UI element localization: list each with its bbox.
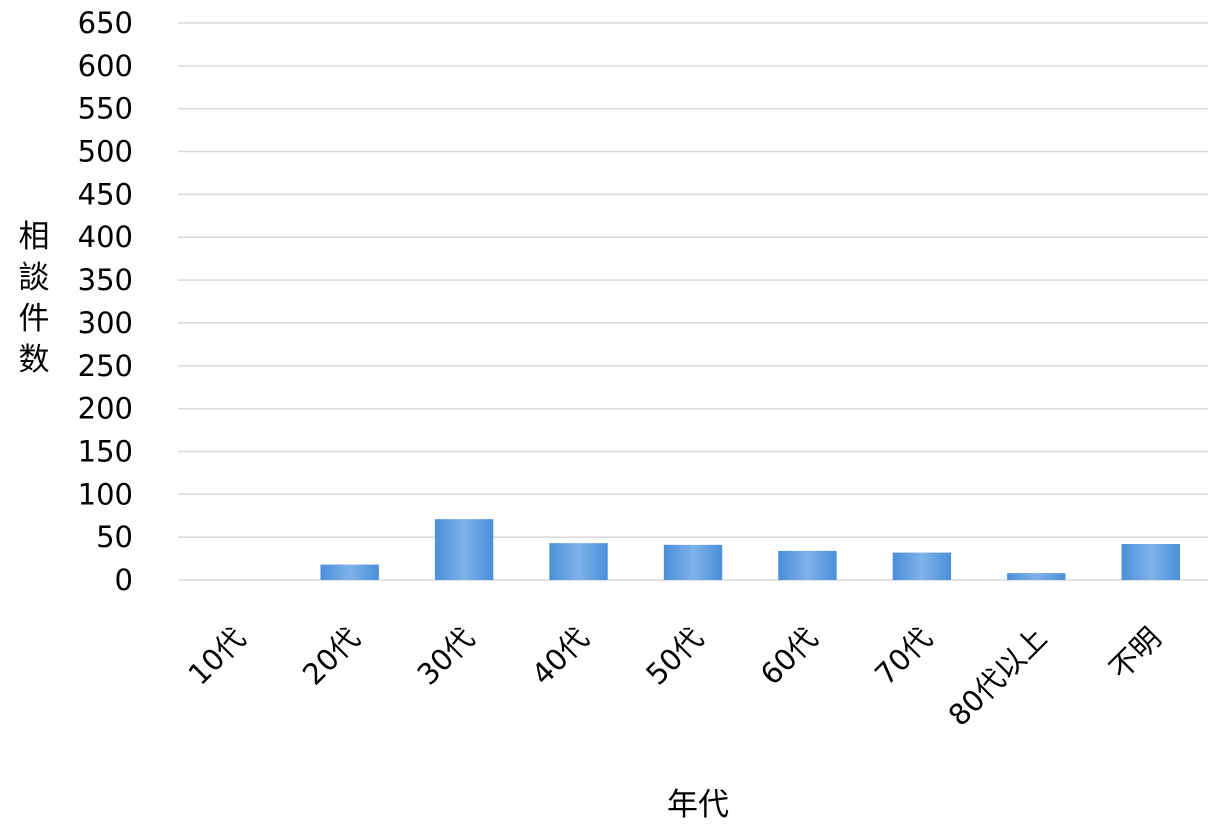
y-axis-title: 相談件数 (19, 219, 50, 378)
bar (892, 552, 952, 580)
y-tick-label: 600 (78, 49, 133, 83)
y-tick-label: 550 (78, 92, 133, 126)
x-tick-label: 10代 (182, 621, 253, 692)
x-tick-label: 30代 (410, 621, 481, 692)
bar (1007, 573, 1066, 580)
x-tick-label: 40代 (525, 621, 596, 692)
y-tick-label: 300 (78, 306, 133, 340)
x-tick-label: 60代 (754, 621, 825, 692)
y-tick-label: 650 (78, 6, 133, 40)
x-tick-label: 50代 (639, 621, 710, 692)
y-tick-label: 200 (78, 392, 133, 426)
y-axis-ticks: 0 50 100 150 200 250 300 350 400 450 500 550 600 650 (78, 6, 133, 597)
y-tick-label: 0 (115, 563, 133, 597)
gridlines (178, 22, 1208, 581)
bar (434, 519, 494, 580)
y-tick-label: 500 (78, 135, 133, 169)
bar (1121, 544, 1180, 580)
y-tick-label: 400 (78, 220, 133, 254)
x-axis-title: 年代 (667, 787, 729, 823)
x-axis-ticks: 10代 20代 30代 40代 50代 60代 70代 80代以上 不明 (182, 621, 1168, 733)
y-tick-label: 150 (78, 434, 133, 468)
x-tick-label: 不明 (1103, 621, 1168, 686)
y-tick-label: 100 (78, 477, 133, 511)
bar (663, 544, 723, 580)
bar (320, 564, 379, 580)
bars (320, 519, 1180, 580)
x-tick-label: 20代 (296, 621, 367, 692)
y-tick-label: 50 (96, 520, 133, 554)
x-tick-label: 80代以上 (942, 621, 1054, 733)
bar (778, 550, 837, 580)
y-tick-label: 250 (78, 349, 133, 383)
y-tick-label: 350 (78, 263, 133, 297)
y-tick-label: 450 (78, 177, 133, 211)
bar (549, 543, 608, 580)
x-tick-label: 70代 (868, 621, 939, 692)
